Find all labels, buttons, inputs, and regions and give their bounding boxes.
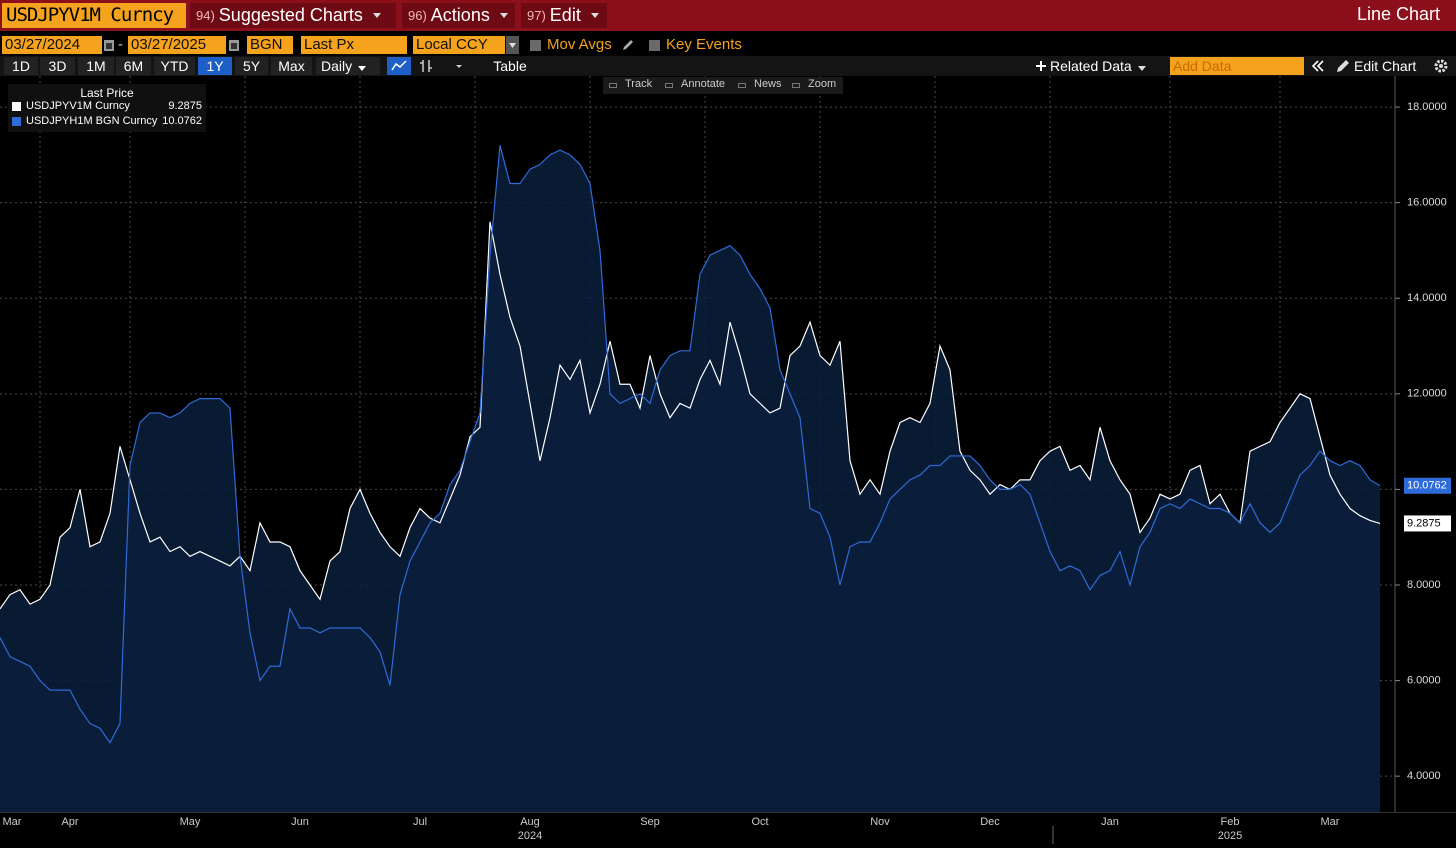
- x-tick-label: Jun: [291, 816, 309, 828]
- series-line: [0, 221, 1381, 610]
- security-ticker[interactable]: USDJPYV1M Curncy: [2, 3, 186, 28]
- menu-key: 97): [527, 8, 546, 23]
- currency-dropdown[interactable]: [506, 36, 519, 54]
- period-button[interactable]: 3D: [40, 57, 75, 75]
- collapse-icon[interactable]: [1309, 57, 1327, 75]
- frequency-button[interactable]: Daily: [316, 57, 380, 75]
- source-field[interactable]: BGN: [247, 36, 293, 54]
- currency-field[interactable]: Local CCY: [413, 36, 505, 54]
- legend-swatch: [12, 102, 21, 111]
- tool-icon: [665, 83, 673, 88]
- price-field[interactable]: Last Px: [301, 36, 407, 54]
- view-title: Line Chart: [1356, 4, 1440, 24]
- y-tick-label: 14.0000: [1407, 292, 1447, 304]
- plus-icon[interactable]: [1034, 59, 1048, 73]
- chart-tool[interactable]: Track: [625, 78, 653, 90]
- x-tick-label: Jul: [413, 816, 427, 828]
- y-tick-label: 12.0000: [1407, 388, 1447, 400]
- x-tick-label: Nov: [870, 816, 890, 828]
- y-tick-label: 8.0000: [1407, 579, 1441, 591]
- menu-caret: [590, 13, 599, 18]
- y-tick-label: 6.0000: [1407, 674, 1441, 686]
- calendar-icon[interactable]: [103, 38, 115, 52]
- legend-swatch: [12, 117, 21, 126]
- table-button[interactable]: Table: [478, 57, 542, 75]
- option-label[interactable]: Mov Avgs: [547, 36, 612, 53]
- x-tick-label: Sep: [640, 816, 660, 828]
- frequency-label: Daily: [321, 58, 353, 74]
- x-tick-label: Oct: [751, 816, 768, 828]
- period-button[interactable]: 1Y: [198, 57, 232, 75]
- x-tick-label: Feb: [1221, 816, 1240, 828]
- option-label[interactable]: Key Events: [666, 36, 742, 53]
- menu-item[interactable]: 94) Suggested Charts: [190, 3, 396, 28]
- period-button[interactable]: 1M: [78, 57, 114, 75]
- legend-label: USDJPYV1M Curncy: [26, 100, 130, 112]
- edit-chart-button[interactable]: Edit Chart: [1354, 57, 1424, 75]
- end-date[interactable]: 03/27/2025: [128, 36, 226, 54]
- bar-chart-icon[interactable]: [414, 57, 438, 75]
- period-button[interactable]: 1D: [4, 57, 38, 75]
- period-button[interactable]: YTD: [154, 57, 195, 75]
- area-fill: [0, 145, 1380, 812]
- start-date[interactable]: 03/27/2024: [2, 36, 102, 54]
- legend: Last Price USDJPYV1M Curncy 9.2875 USDJPYH…: [8, 84, 206, 132]
- year-label: 2024: [518, 830, 542, 842]
- legend-label: USDJPYH1M BGN Curncy: [26, 115, 158, 127]
- legend-value: 9.2875: [168, 100, 202, 112]
- menu-label: Suggested Charts: [218, 5, 363, 25]
- chart-tool[interactable]: Annotate: [681, 78, 726, 90]
- x-tick-label: Mar: [3, 816, 22, 828]
- x-tick-label: Jan: [1101, 816, 1119, 828]
- range-separator: -: [118, 36, 123, 53]
- checkbox[interactable]: [649, 40, 660, 51]
- add-data-input[interactable]: Add Data: [1170, 57, 1304, 75]
- y-tick-label: 4.0000: [1407, 770, 1441, 782]
- tool-icon: [609, 83, 617, 88]
- calendar-icon[interactable]: [228, 38, 240, 52]
- x-tick-label: Aug: [520, 816, 540, 828]
- x-tick-label: Mar: [1321, 816, 1340, 828]
- related-label: Related Data: [1050, 58, 1132, 74]
- tool-icon: [792, 83, 800, 88]
- menu-key: 94): [196, 8, 215, 23]
- last-value-tag: [1404, 515, 1451, 532]
- x-tick-label: Dec: [980, 816, 1000, 828]
- y-tick-label: 16.0000: [1407, 197, 1447, 209]
- chart-tools-bar: [603, 77, 843, 94]
- series-line: [0, 145, 1381, 744]
- last-value-label: 10.0762: [1407, 480, 1447, 492]
- pencil-icon[interactable]: [1335, 58, 1351, 74]
- menu-label: Actions: [430, 5, 490, 25]
- menu-item[interactable]: 96) Actions: [402, 3, 515, 28]
- menu-key: 96): [408, 8, 427, 23]
- chart-type-dropdown[interactable]: [446, 57, 472, 75]
- tool-icon: [738, 83, 746, 88]
- menu-caret: [372, 13, 381, 18]
- last-value-tag: [1404, 477, 1451, 494]
- x-tick-label: May: [180, 816, 201, 828]
- pencil-icon[interactable]: [621, 38, 635, 52]
- menu-caret: [499, 13, 508, 18]
- checkbox[interactable]: [530, 40, 541, 51]
- settings-icon[interactable]: [1432, 57, 1450, 75]
- menu-label: Edit: [549, 5, 581, 25]
- year-label: 2025: [1218, 830, 1242, 842]
- chart-tool[interactable]: News: [754, 78, 782, 90]
- chart-tool[interactable]: Zoom: [808, 78, 837, 90]
- legend-title: Last Price: [80, 86, 134, 100]
- period-button[interactable]: 6M: [116, 57, 151, 75]
- related-data-button[interactable]: Related Data: [1050, 57, 1158, 75]
- period-button[interactable]: 5Y: [235, 57, 268, 75]
- y-tick-label: 18.0000: [1407, 101, 1447, 113]
- last-value-label: 9.2875: [1407, 517, 1441, 529]
- x-tick-label: Apr: [61, 816, 78, 828]
- legend-value: 10.0762: [162, 115, 202, 127]
- menu-item[interactable]: 97) Edit: [521, 3, 607, 28]
- period-button[interactable]: Max: [271, 57, 312, 75]
- line-chart-icon[interactable]: [387, 57, 411, 75]
